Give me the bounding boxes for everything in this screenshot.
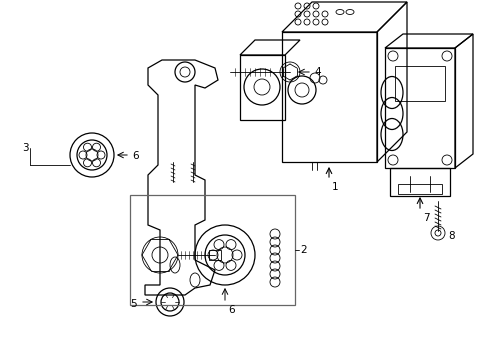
Text: 7: 7 xyxy=(422,213,429,223)
Text: 6: 6 xyxy=(227,305,234,315)
Bar xyxy=(208,250,221,260)
Text: 8: 8 xyxy=(447,231,454,241)
Bar xyxy=(384,48,454,168)
Text: 3: 3 xyxy=(22,143,29,153)
Bar xyxy=(394,66,444,101)
Bar xyxy=(240,55,285,120)
Bar xyxy=(282,32,376,162)
Bar xyxy=(397,184,441,194)
Bar xyxy=(130,195,294,305)
Text: 6: 6 xyxy=(132,151,138,161)
Text: 4: 4 xyxy=(313,67,320,77)
Text: 1: 1 xyxy=(331,182,338,192)
Text: 2: 2 xyxy=(299,245,306,255)
Text: 5: 5 xyxy=(130,299,136,309)
Bar xyxy=(389,168,449,196)
